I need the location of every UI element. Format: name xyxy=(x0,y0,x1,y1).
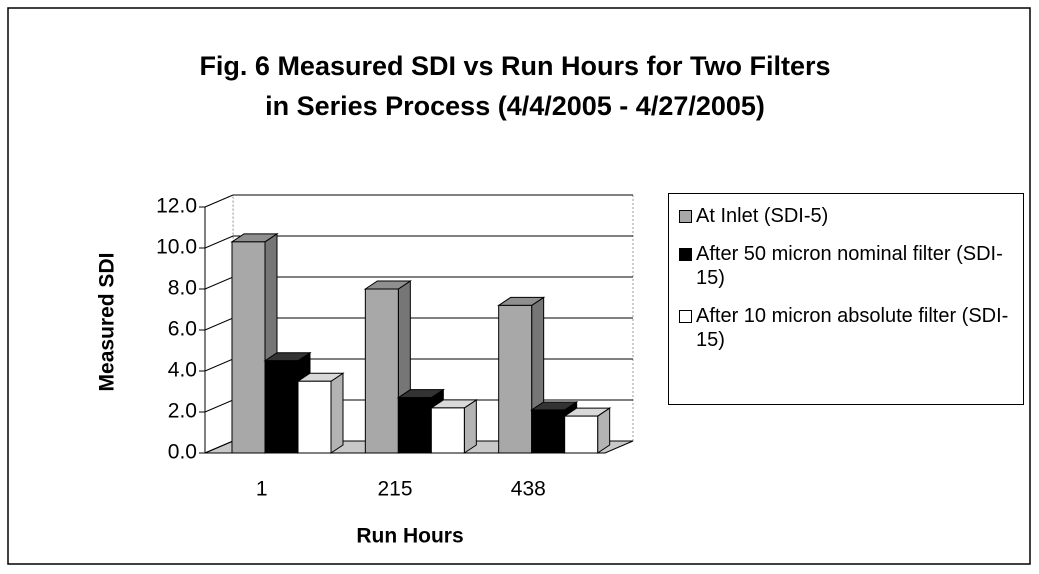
bar xyxy=(397,397,432,454)
grid-line xyxy=(204,194,633,208)
chart-title: in Series Process (4/4/2005 - 4/27/2005) xyxy=(265,91,765,121)
bar xyxy=(531,409,566,454)
x-axis-title: Run Hours xyxy=(356,525,463,548)
y-tick-label: 6.0 xyxy=(168,318,197,341)
legend: At Inlet (SDI-5) After 50 micron nominal … xyxy=(668,193,1024,405)
x-tick-label: 215 xyxy=(377,478,412,501)
y-tick-label: 8.0 xyxy=(168,277,197,300)
legend-swatch xyxy=(679,210,692,223)
y-tick-label: 4.0 xyxy=(168,359,197,382)
y-tick-label: 12.0 xyxy=(156,195,197,218)
x-tick-label: 438 xyxy=(511,478,546,501)
bar xyxy=(264,360,299,454)
legend-item: At Inlet (SDI-5) xyxy=(677,204,1015,228)
legend-label: At Inlet (SDI-5) xyxy=(696,205,829,227)
legend-swatch xyxy=(679,310,692,323)
legend-item: After 10 micron absolute filter (SDI-15) xyxy=(677,304,1015,352)
bar xyxy=(297,380,332,454)
bar-side xyxy=(330,372,344,454)
legend-swatch xyxy=(679,248,692,261)
bar xyxy=(231,241,266,454)
grid-line xyxy=(204,235,633,249)
y-tick-label: 0.0 xyxy=(168,441,197,464)
y-tick-label: 10.0 xyxy=(156,236,197,259)
legend-item: After 50 micron nominal filter (SDI-15) xyxy=(677,242,1015,290)
bar xyxy=(364,288,399,454)
bar-side xyxy=(463,398,477,454)
bar xyxy=(430,407,465,454)
x-tick-label: 1 xyxy=(256,478,268,501)
bar xyxy=(564,415,599,454)
frame xyxy=(7,7,1031,565)
legend-label: After 50 micron nominal filter (SDI-15) xyxy=(696,243,1003,289)
y-axis-title: Measured SDI xyxy=(96,253,119,392)
legend-label: After 10 micron absolute filter (SDI-15) xyxy=(696,305,1009,351)
y-tick-label: 2.0 xyxy=(168,400,197,423)
chart-title: Fig. 6 Measured SDI vs Run Hours for Two… xyxy=(199,51,830,81)
bar xyxy=(498,304,533,454)
